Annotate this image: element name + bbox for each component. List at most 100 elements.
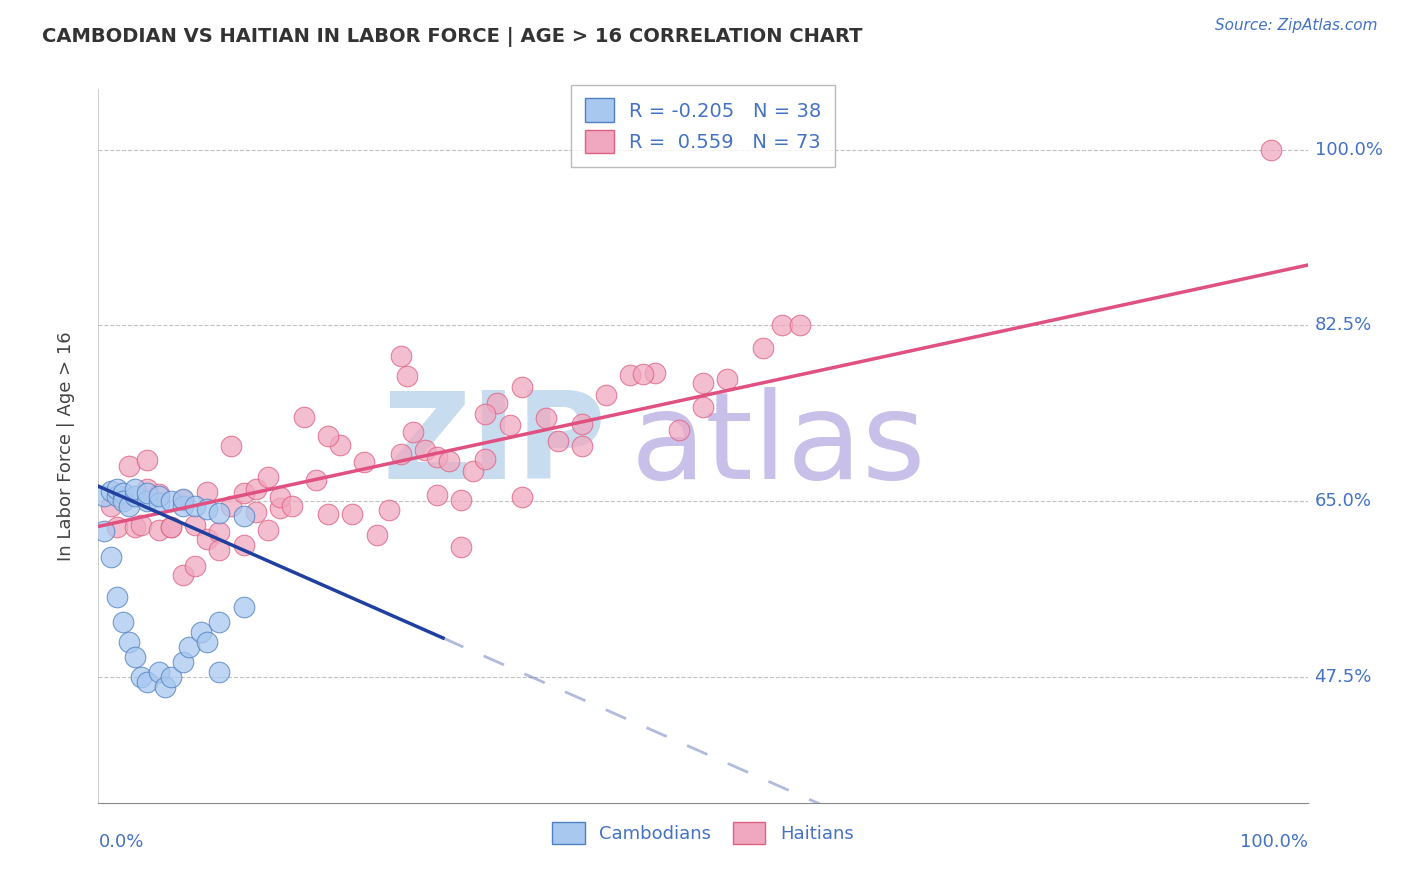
Point [232, 485, 254, 500]
Point [571, 439, 593, 453]
Point [148, 496, 170, 510]
Point [232, 538, 254, 552]
Point [716, 372, 738, 386]
Point [256, 469, 278, 483]
Text: atlas: atlas [630, 387, 927, 505]
Point [221, 439, 243, 453]
Point [172, 568, 194, 582]
Point [172, 492, 194, 507]
Point [474, 407, 496, 421]
Point [124, 489, 146, 503]
Point [208, 506, 231, 520]
Point [644, 367, 666, 381]
Y-axis label: In Labor Force | Age > 16: In Labor Force | Age > 16 [56, 331, 75, 561]
Text: 47.5%: 47.5% [1315, 668, 1372, 686]
Point [232, 599, 254, 614]
Point [463, 464, 485, 478]
Point [305, 473, 328, 487]
Point [245, 505, 267, 519]
Point [486, 396, 509, 410]
Point [426, 488, 449, 502]
Point [135, 486, 157, 500]
Point [135, 453, 157, 467]
Point [105, 520, 128, 534]
Point [124, 520, 146, 534]
Text: 100.0%: 100.0% [1315, 141, 1382, 159]
Point [692, 400, 714, 414]
Point [571, 417, 593, 432]
Point [366, 528, 388, 542]
Point [195, 502, 218, 516]
Point [105, 482, 128, 496]
Point [547, 434, 569, 448]
Point [395, 368, 418, 383]
Point [329, 438, 352, 452]
Point [93, 489, 115, 503]
Point [232, 509, 254, 524]
Point [389, 447, 412, 461]
Point [100, 549, 122, 564]
Point [129, 670, 152, 684]
Point [135, 482, 157, 496]
Text: 100.0%: 100.0% [1240, 833, 1308, 851]
Point [111, 615, 134, 629]
Point [426, 450, 449, 465]
Point [111, 491, 134, 506]
Point [389, 349, 412, 363]
Point [208, 665, 231, 680]
Point [148, 487, 170, 501]
Point [184, 500, 207, 514]
Point [619, 368, 641, 383]
Point [190, 624, 212, 639]
Point [179, 640, 201, 654]
Point [148, 489, 170, 503]
Point [353, 454, 375, 468]
Point [111, 486, 134, 500]
Point [118, 500, 141, 514]
Point [111, 494, 134, 508]
Point [148, 665, 170, 680]
Point [208, 543, 231, 558]
Point [377, 503, 399, 517]
Point [245, 482, 267, 496]
Point [510, 490, 533, 504]
Point [789, 318, 811, 333]
Point [148, 523, 170, 537]
Point [316, 507, 339, 521]
Point [153, 680, 176, 694]
Point [342, 508, 364, 522]
Point [124, 650, 146, 665]
Point [135, 675, 157, 690]
Text: CAMBODIAN VS HAITIAN IN LABOR FORCE | AGE > 16 CORRELATION CHART: CAMBODIAN VS HAITIAN IN LABOR FORCE | AG… [42, 27, 863, 46]
Text: 82.5%: 82.5% [1315, 317, 1372, 334]
Point [124, 482, 146, 496]
Point [105, 590, 128, 604]
Point [316, 429, 339, 443]
Point [631, 367, 654, 381]
Point [770, 318, 793, 333]
Point [269, 491, 291, 505]
Point [269, 501, 291, 516]
Point [160, 520, 183, 534]
Point [281, 499, 304, 513]
Point [172, 500, 194, 514]
Point [93, 524, 115, 539]
Point [595, 388, 617, 402]
Point [118, 459, 141, 474]
Point [129, 518, 152, 533]
Point [195, 635, 218, 649]
Point [195, 532, 218, 546]
Text: 0.0%: 0.0% [98, 833, 143, 851]
Point [534, 411, 557, 425]
Point [752, 342, 775, 356]
Point [450, 493, 472, 508]
Point [402, 425, 425, 440]
Point [160, 520, 183, 534]
Point [184, 518, 207, 533]
Point [510, 380, 533, 394]
Point [135, 494, 157, 508]
Point [100, 500, 122, 514]
Point [118, 635, 141, 649]
Point [437, 454, 460, 468]
Point [105, 489, 128, 503]
